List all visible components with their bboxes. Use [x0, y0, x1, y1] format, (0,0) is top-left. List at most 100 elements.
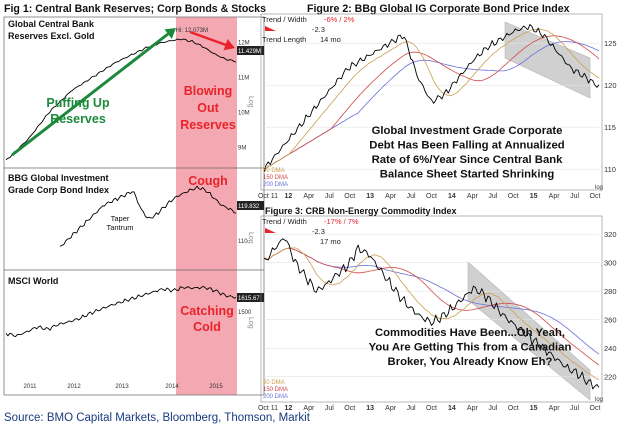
blowing-label-line-0: Blowing [184, 84, 233, 98]
fig3-legend-0: 50 DMA [263, 380, 285, 386]
reserves-last-box [237, 46, 264, 55]
fig3-legend-2: 200 DMA [263, 394, 288, 400]
fig2-x-tick-5: 13 [366, 193, 374, 200]
fig2-trend-icon [265, 26, 276, 31]
fig1-x-tick-2: 2013 [115, 384, 129, 390]
fig2-y-tick-1: 115 [604, 123, 616, 132]
fig3-price-line [263, 238, 600, 390]
fig3-trend-channel [467, 261, 591, 401]
fig2-x-tick-9: 14 [448, 193, 456, 200]
reserves-series-line [5, 38, 237, 161]
fig2-x-tick-16: Oct [590, 193, 601, 200]
fig2-x-tick-15: Jul [570, 193, 579, 200]
fig1-x-tick-0: 2011 [24, 384, 38, 390]
blowing-label-line-1: Out [197, 101, 219, 115]
fig2-x-tick-7: Jul [407, 193, 416, 200]
puffing-label-line-1: Reserves [50, 112, 106, 126]
msci-log-label: Log [247, 317, 254, 329]
fig3-x-tick-14: Apr [549, 405, 561, 412]
fig3-trend-slope: -2.3 [312, 227, 325, 236]
catching-label-line-0: Catching [180, 304, 233, 318]
fig2-x-tick-10: Apr [467, 193, 479, 200]
msci-y-tick-0: 1500 [238, 310, 252, 316]
corpbond-y-tick-0: 110 [238, 239, 248, 245]
msci-last-label: 1615.67 [238, 296, 260, 302]
fig3-ma150-line [263, 247, 600, 366]
fig2-x-tick-4: Oct [344, 193, 355, 200]
fig3-x-tick-9: 14 [448, 405, 456, 412]
fig2-trend-value: -6% / 2% [324, 15, 355, 24]
fig1-x-tick-3: 2014 [165, 384, 179, 390]
fig1-x-tick-4: 2015 [209, 384, 223, 390]
fig2-trend-channel [504, 21, 591, 99]
msci-last-box [237, 293, 264, 302]
source-note: Source: BMO Capital Markets, Bloomberg, … [4, 412, 310, 424]
red-arrow-head [223, 38, 235, 51]
reserves-y-tick-3: 9M [238, 146, 246, 152]
fig2-frame [260, 13, 603, 191]
catching-label-line-1: Cold [193, 320, 221, 334]
corpbond-title-line-1: Grade Corp Bond Index [8, 185, 109, 195]
fig2-scale-label: log [595, 185, 603, 191]
fig2-x-tick-6: Apr [385, 193, 397, 200]
fig3-y-tick-5: 320 [604, 230, 617, 239]
fig3-x-tick-1: 12 [285, 405, 293, 412]
fig3-x-tick-10: Apr [467, 405, 479, 412]
reserves-y-tick-0: 12M [238, 41, 250, 47]
reserves-hi-label: Hi: 12.073M [176, 28, 208, 34]
fig1-header: Fig 1: Central Bank Reserves; Corp Bonds… [4, 3, 266, 15]
reserves-title-line-1: Reserves Excl. Gold [8, 31, 95, 41]
fig2-x-tick-11: Jul [488, 193, 497, 200]
shaded-period-band [176, 17, 237, 395]
fig2-y-tick-0: 110 [604, 165, 616, 174]
fig3-x-tick-8: Oct [426, 405, 437, 412]
fig3-y-tick-0: 220 [604, 373, 617, 382]
fig3-x-tick-6: Apr [385, 405, 397, 412]
corpbond-series-line [59, 185, 237, 247]
fig2-x-tick-8: Oct [426, 193, 437, 200]
fig3-y-tick-1: 240 [604, 344, 617, 353]
red-arrow-shaft [189, 30, 227, 47]
fig3-frame [260, 215, 603, 403]
fig3-y-tick-3: 280 [604, 287, 617, 296]
fig2-trend-label: Trend / Width [262, 15, 307, 24]
reserves-title-line-0: Global Central Bank [8, 19, 95, 29]
fig3-trend-value: -17% / 7% [324, 217, 359, 226]
msci-series-line [5, 285, 237, 338]
fig2-header: Figure 2: BBg Global IG Corporate Bond P… [307, 3, 570, 15]
fig3-x-tick-13: 15 [530, 405, 538, 412]
fig3-trend-icon [265, 228, 276, 233]
fig2-x-tick-14: Apr [549, 193, 561, 200]
fig3-x-tick-2: Apr [303, 405, 315, 412]
fig2-trend-slope: -2.3 [312, 25, 325, 34]
fig3-note-line-0: Commodities Have Been...Oh Yeah, [375, 327, 565, 339]
fig3-x-tick-12: Oct [508, 405, 519, 412]
fig2-x-tick-0: Oct 11 [258, 193, 278, 200]
fig3-y-tick-2: 260 [604, 316, 617, 325]
fig3-x-tick-4: Oct [344, 405, 355, 412]
green-arrow-shaft [11, 32, 169, 157]
fig3-scale-label: log [595, 397, 603, 403]
fig3-header: Figure 3: CRB Non-Energy Commodity Index [265, 206, 457, 216]
fig3-note-line-2: Broker, You Already Know Eh? [388, 356, 553, 368]
cough-label: Cough [188, 174, 228, 188]
fig1-x-tick-1: 2012 [67, 384, 81, 390]
fig3-trend-length: 17 mo [320, 237, 341, 246]
fig2-x-tick-13: 15 [530, 193, 538, 200]
reserves-log-label: Log [247, 96, 254, 108]
fig2-ma150-line [263, 35, 600, 172]
fig2-ma50-line [263, 28, 600, 172]
fig2-x-tick-12: Oct [508, 193, 519, 200]
fig2-x-tick-3: Jul [325, 193, 334, 200]
fig3-legend-1: 150 DMA [263, 387, 288, 393]
fig2-note-line-1: Debt Has Been Falling at Annualized [369, 140, 565, 152]
fig2-trend-length-label: Trend Length [262, 35, 306, 44]
fig2-x-tick-2: Apr [303, 193, 315, 200]
fig3-x-tick-11: Jul [488, 405, 497, 412]
fig3-x-tick-3: Jul [325, 405, 334, 412]
fig2-legend-1: 150 DMA [263, 175, 288, 181]
fig2-x-tick-1: 12 [285, 193, 293, 200]
taper-label-line-0: Taper [111, 214, 130, 223]
fig3-x-tick-15: Jul [570, 405, 579, 412]
